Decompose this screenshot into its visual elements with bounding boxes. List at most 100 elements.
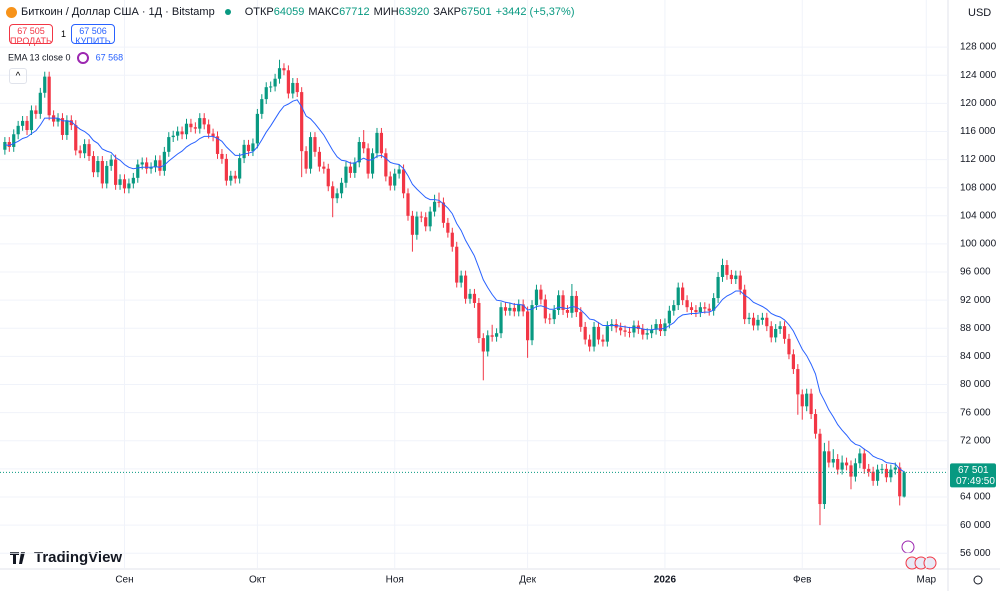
candle-body bbox=[184, 123, 189, 135]
candle-body bbox=[743, 289, 747, 320]
y-tick-label: 128 000 bbox=[960, 42, 997, 53]
candle-body bbox=[450, 232, 454, 247]
candle-body bbox=[437, 201, 441, 203]
candle-body bbox=[3, 142, 7, 150]
candle-body bbox=[800, 394, 804, 407]
candle-body bbox=[667, 310, 671, 324]
candle-body bbox=[840, 462, 844, 470]
candle-body bbox=[379, 132, 384, 154]
stat-label: ОТКР bbox=[244, 6, 274, 18]
candle-body bbox=[20, 120, 25, 126]
candle-body bbox=[663, 323, 667, 332]
symbol-title[interactable]: Биткоин / Доллар США · 1Д · Bitstamp bbox=[21, 6, 215, 18]
candle-body bbox=[16, 125, 20, 135]
sell-button[interactable]: 67 505 ПРОДАТЬ bbox=[9, 24, 53, 46]
candle-body bbox=[539, 289, 543, 300]
candle-body bbox=[189, 123, 193, 128]
x-tick-label: Сен bbox=[115, 575, 133, 586]
indicator-legend[interactable]: EMA 13 close 0 67 568 bbox=[8, 52, 123, 64]
candle-body bbox=[760, 317, 764, 320]
plot bbox=[0, 0, 948, 568]
candle-body bbox=[393, 173, 397, 186]
candle-body bbox=[844, 462, 849, 466]
candle-body bbox=[291, 82, 295, 94]
event-flag[interactable] bbox=[923, 556, 937, 570]
candle-body bbox=[224, 158, 228, 181]
y-tick-label: 108 000 bbox=[960, 182, 997, 193]
candle-body bbox=[499, 307, 503, 334]
candle-body bbox=[348, 166, 353, 173]
candle-body bbox=[552, 310, 556, 320]
candle-body bbox=[880, 468, 884, 470]
candle-body bbox=[596, 326, 601, 340]
candle-body bbox=[38, 92, 42, 114]
candle-body bbox=[725, 265, 729, 275]
candle-body bbox=[56, 118, 60, 122]
candle-body bbox=[220, 153, 224, 159]
y-tick-label: 100 000 bbox=[960, 239, 997, 250]
candle-body bbox=[729, 274, 733, 280]
x-tick-label: Фев bbox=[793, 575, 811, 586]
x-tick-label: Дек bbox=[519, 575, 536, 586]
candle-body bbox=[286, 70, 290, 94]
y-tick-label: 88 000 bbox=[960, 323, 991, 334]
candle-body bbox=[269, 86, 273, 88]
candle-body bbox=[836, 459, 840, 470]
stat-label: ЗАКР bbox=[433, 6, 461, 18]
logo[interactable]: TradingView bbox=[10, 549, 122, 566]
candle-body bbox=[517, 304, 521, 312]
candle-body bbox=[468, 293, 472, 299]
candle-body bbox=[632, 325, 636, 333]
stat-value: 64059 bbox=[273, 6, 305, 18]
candle-body bbox=[765, 317, 769, 327]
candle-body bbox=[455, 246, 459, 283]
candle-body bbox=[69, 120, 73, 126]
candle-body bbox=[384, 153, 388, 177]
candle-body bbox=[375, 132, 379, 154]
market-status bbox=[224, 9, 231, 15]
candle-body bbox=[827, 451, 831, 463]
candle-body bbox=[207, 124, 211, 134]
candle-body bbox=[180, 131, 184, 135]
indicator-icon bbox=[77, 52, 90, 64]
candle-body bbox=[712, 298, 716, 311]
candle-body bbox=[756, 319, 760, 326]
settings-icon[interactable] bbox=[973, 575, 983, 585]
price-tag bbox=[950, 463, 996, 488]
candle-body bbox=[366, 148, 370, 174]
candle-body bbox=[787, 338, 791, 355]
candle-body bbox=[401, 169, 406, 194]
candle-body bbox=[902, 472, 906, 497]
candle-body bbox=[898, 467, 902, 497]
candle-body bbox=[796, 369, 800, 395]
y-tick-label: 80 000 bbox=[960, 379, 991, 390]
candle-body bbox=[548, 318, 552, 320]
candle-body bbox=[100, 160, 104, 184]
candle-body bbox=[849, 465, 853, 477]
candle-body bbox=[627, 331, 632, 333]
candle-body bbox=[78, 150, 82, 154]
candle-body bbox=[654, 324, 658, 330]
candle-body bbox=[264, 87, 268, 100]
candle-body bbox=[543, 299, 547, 319]
indicator-name: EMA 13 close 0 bbox=[8, 52, 71, 63]
candle-body bbox=[215, 136, 220, 154]
candle-body bbox=[109, 159, 113, 166]
collapse-button[interactable]: ^ bbox=[9, 68, 27, 84]
events-icon[interactable] bbox=[901, 540, 915, 554]
candle-body bbox=[641, 328, 645, 335]
candle-body bbox=[769, 326, 773, 338]
candle-body bbox=[229, 175, 233, 181]
candle-body bbox=[774, 328, 778, 338]
y-tick-label: 64 000 bbox=[960, 492, 991, 503]
currency[interactable]: USD bbox=[968, 7, 991, 19]
candle-body bbox=[282, 68, 286, 71]
candle-body bbox=[428, 211, 432, 227]
candle-body bbox=[83, 144, 87, 154]
candle-body bbox=[65, 120, 69, 135]
logo-text[interactable]: TradingView bbox=[34, 549, 122, 566]
buy-button[interactable]: 67 506 КУПИТЬ bbox=[71, 24, 115, 46]
y-tick-label: 96 000 bbox=[960, 267, 991, 278]
candle-body bbox=[685, 300, 689, 308]
